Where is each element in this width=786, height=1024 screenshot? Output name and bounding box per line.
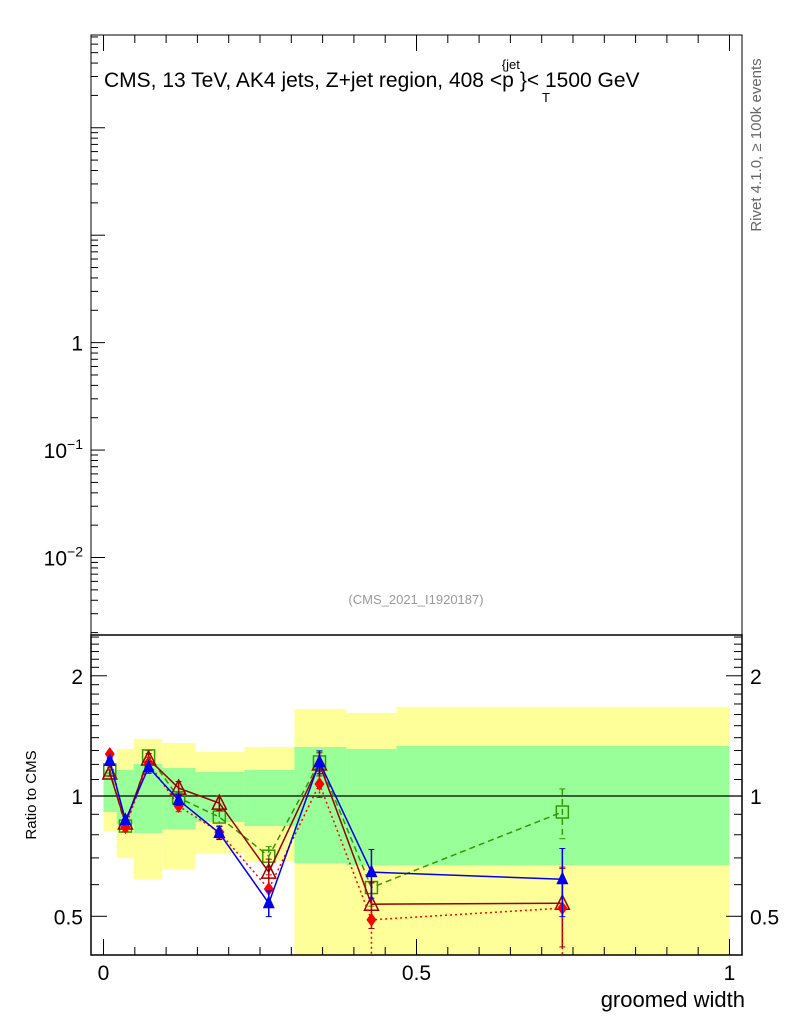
data-point-triangle: [213, 825, 226, 839]
main-frame: [90, 34, 743, 636]
data-point-triangle-open: [211, 793, 228, 810]
ratio-y-tick-label-left: 1: [71, 786, 83, 809]
green-band-bin: [346, 748, 397, 866]
title-subscript: T: [542, 90, 550, 105]
main-y-tick-label: 1: [71, 333, 83, 356]
ratio-ticks: 0.5 0.5 1 1 2 2 0 0.5 1: [54, 35, 779, 985]
data-point-triangle: [103, 752, 116, 766]
data-point-triangle: [142, 759, 155, 773]
data-point-diamond: [366, 912, 377, 927]
ratio-y-tick-label-left: 0.5: [54, 906, 83, 929]
series-blue-triangles: [103, 750, 569, 918]
data-point-triangle-open: [363, 894, 380, 911]
data-point-square: [212, 810, 227, 824]
data-point-diamond: [314, 776, 325, 791]
x-tick-label: 0: [98, 962, 110, 985]
ratio-y-tick-label-left: 2: [71, 666, 83, 689]
data-point-triangle: [262, 895, 275, 909]
data-point-diamond: [263, 882, 274, 897]
green-band-bin: [244, 769, 295, 827]
ratio-panel: 0.5 0.5 1 1 2 2 0 0.5 1 Ratio to CMS groomed wid…: [23, 35, 779, 1012]
data-point-triangle: [556, 871, 569, 885]
x-tick-label: 0.5: [402, 962, 431, 985]
data-point-triangle: [172, 792, 185, 806]
data-point-triangle: [365, 864, 378, 878]
data-point-triangle-open: [260, 862, 277, 879]
main-panel: 1 10−1 10−2 CMS, 13 TeV, AK4 jets, Z+jet r…: [44, 34, 765, 636]
analysis-watermark: (CMS_2021_I1920187): [348, 592, 483, 607]
green-band-bin: [133, 763, 163, 834]
data-point-triangle: [119, 812, 132, 826]
rivet-version-label: Rivet 4.1.0, ≥ 100k events: [748, 58, 765, 231]
ratio-y-tick-label-right: 2: [750, 666, 762, 689]
main-y-tick-label: 10−2: [44, 544, 84, 571]
data-point-triangle: [313, 753, 326, 767]
data-point-square: [555, 805, 570, 819]
main-y-tick-label: 10−1: [44, 436, 84, 463]
x-tick-label: 1: [724, 962, 736, 985]
x-axis-label: groomed width: [601, 987, 745, 1012]
main-y-ticks: 1 10−1 10−2: [44, 36, 105, 634]
ratio-y-tick-label-right: 1: [750, 786, 762, 809]
ratio-y-tick-label-right: 0.5: [750, 906, 779, 929]
mc-series: [101, 747, 571, 956]
ratio-y-label: Ratio to CMS: [23, 750, 40, 839]
chart-title: CMS, 13 TeV, AK4 jets, Z+jet region, 408…: [104, 57, 640, 92]
